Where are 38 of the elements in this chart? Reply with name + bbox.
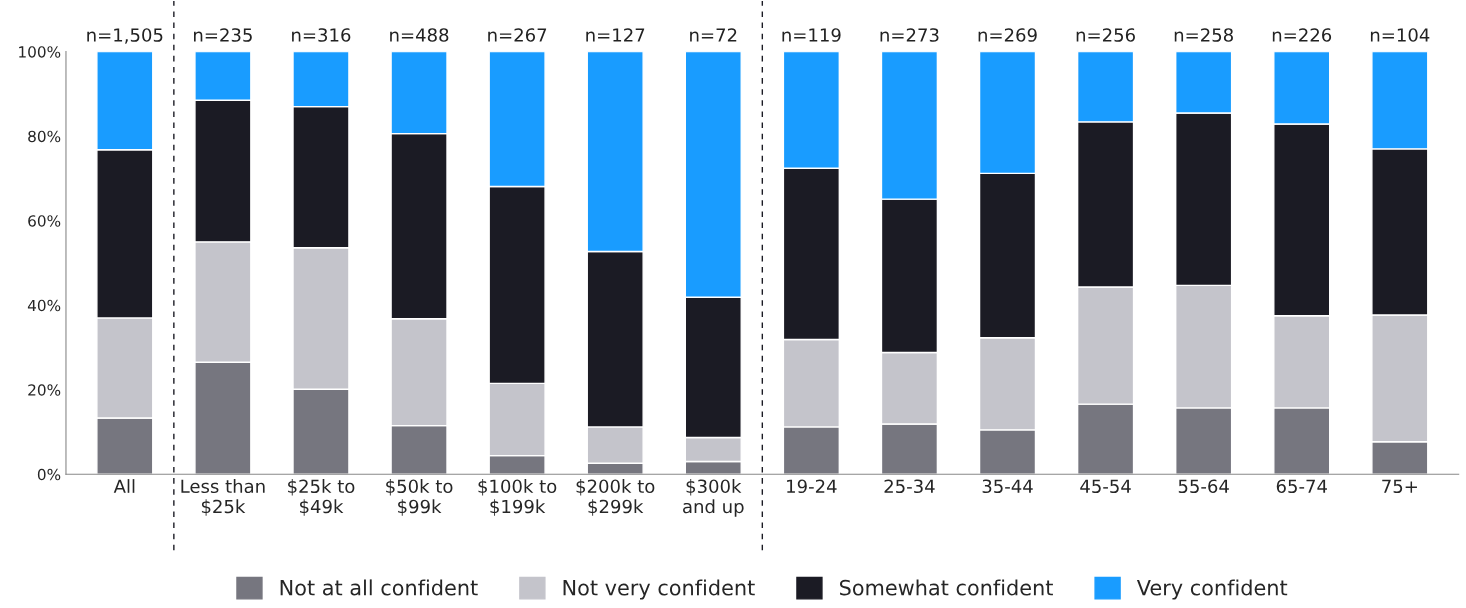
y-tick-label: 40% [27, 299, 61, 312]
text: n=488 [390, 28, 449, 42]
x-tick-label: $50k to $99k [386, 479, 453, 516]
legend-label: Not at all confident [280, 579, 478, 596]
x-tick-label: $200k to $299k [576, 479, 655, 516]
text: n=127 [586, 28, 645, 42]
text: n=235 [194, 28, 252, 42]
x-tick-label: $100k to $199k [478, 479, 557, 516]
x-tick-label: All [113, 479, 135, 493]
legend-label: Very confident [1136, 579, 1288, 600]
y-tick-label: 60% [28, 215, 61, 227]
x-tick-label: 75+ [1382, 479, 1417, 494]
legend-label: Somewhat confident [839, 579, 1053, 596]
y-tick-label: 20% [28, 384, 61, 396]
text: n=267 [488, 28, 547, 42]
text: n=72 [690, 28, 737, 42]
text: n=226 [1272, 28, 1332, 42]
y-tick-label: 100% [19, 46, 61, 58]
text: n=273 [880, 28, 939, 42]
y-tick-label: 0% [37, 468, 61, 481]
x-tick-label: $300k and up [683, 479, 744, 517]
text: n=256 [1076, 28, 1135, 42]
legend-label: Not very confident [563, 579, 755, 600]
text: n=119 [782, 28, 841, 42]
x-tick-label: 19-24 [787, 479, 837, 494]
x-tick-label: 45-54 [1080, 479, 1131, 494]
y-tick-label: 80% [28, 130, 61, 143]
x-tick-label: 55-64 [1178, 479, 1229, 494]
text: n=1,505 [87, 28, 163, 44]
x-tick-label: 25-34 [884, 479, 935, 494]
x-tick-label: 35-44 [982, 479, 1033, 494]
text: n=316 [292, 28, 351, 42]
x-tick-label: $25k to $49k [288, 479, 355, 516]
text: n=258 [1174, 28, 1233, 42]
x-tick-label: 65-74 [1276, 479, 1327, 494]
text: n=269 [978, 28, 1037, 42]
x-tick-label: Less than $25k [181, 479, 265, 516]
text: n=104 [1370, 28, 1430, 42]
